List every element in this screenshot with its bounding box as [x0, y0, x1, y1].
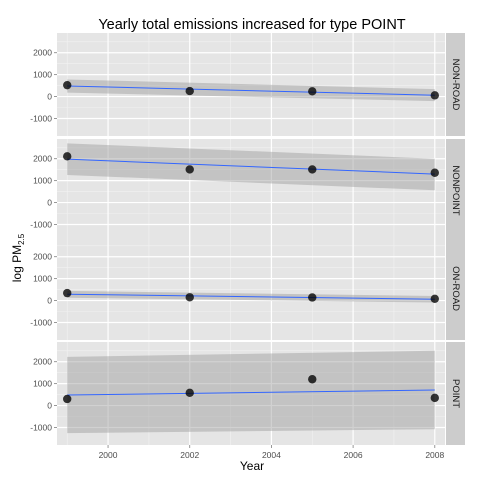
y-tick-label: -1000	[30, 422, 52, 432]
data-point	[430, 393, 439, 403]
data-point	[63, 394, 72, 404]
facet-strip	[446, 33, 465, 136]
facet-strip-label: NONPOINT	[450, 165, 461, 215]
y-tick-label: -1000	[30, 219, 52, 229]
y-tick-label: 2000	[33, 357, 52, 367]
y-axis-title-subscript: 2.5	[17, 233, 26, 245]
facet-strip-label: NON-ROAD	[450, 59, 461, 111]
data-point	[308, 87, 317, 96]
data-point	[308, 165, 317, 174]
y-tick-label: 1000	[33, 176, 52, 186]
y-tick-label: 0	[47, 92, 52, 102]
facet-panel-point: -1000 0 1000 2000 POINT	[30, 342, 465, 445]
facet-strip-label: ON-ROAD	[450, 266, 461, 311]
facet-strip	[446, 237, 465, 340]
facet-strip	[446, 139, 465, 242]
y-tick-label: 0	[47, 401, 52, 411]
y-tick-label: 1000	[33, 379, 52, 389]
data-point	[185, 86, 194, 96]
panel-background	[57, 237, 445, 340]
data-point	[430, 91, 439, 100]
x-tick-label: 2004	[262, 450, 281, 460]
y-tick-label: 1000	[33, 70, 52, 80]
x-tick-label: 2000	[99, 450, 118, 460]
data-point	[63, 288, 72, 298]
data-point	[185, 293, 194, 302]
x-tick-label: 2002	[180, 450, 199, 460]
data-point	[308, 375, 317, 384]
x-axis-title: Year	[240, 459, 264, 473]
data-point	[308, 293, 317, 302]
facet-panel-on-road: -1000 0 1000 2000 ON-ROAD	[30, 237, 465, 340]
chart-title: Yearly total emissions increased for typ…	[98, 17, 405, 33]
fit-line	[67, 389, 435, 396]
fit-line	[67, 85, 435, 96]
y-tick-label: 0	[47, 198, 52, 208]
data-point	[185, 388, 194, 398]
data-point	[430, 294, 439, 303]
confidence-band	[67, 350, 435, 434]
y-axis-title-main: log PM	[10, 245, 24, 282]
data-point	[63, 80, 72, 90]
x-axis: 2000 2002 2004 2006 2008	[99, 445, 445, 460]
facet-strip-label: POINT	[450, 379, 461, 408]
y-tick-label: 2000	[33, 252, 52, 262]
data-point	[185, 165, 194, 174]
facet-panel-nonpoint: -1000 0 1000 2000 NONPOINT	[30, 139, 465, 242]
y-tick-label: -1000	[30, 113, 52, 123]
data-point	[430, 168, 439, 177]
fit-line	[67, 158, 435, 175]
x-tick-label: 2006	[344, 450, 363, 460]
y-tick-label: 1000	[33, 274, 52, 284]
y-tick-label: 0	[47, 296, 52, 306]
data-point	[63, 152, 72, 161]
y-tick-label: 2000	[33, 48, 52, 58]
facet-strip	[446, 342, 465, 445]
y-tick-label: 2000	[33, 154, 52, 164]
facet-panels: -1000 0 1000 2000 NON-ROAD -1000 0 1000 2000 NONP…	[30, 33, 465, 445]
y-axis-title: log PM2.5	[10, 233, 26, 282]
x-tick-label: 2008	[425, 450, 444, 460]
facet-panel-non-road: -1000 0 1000 2000 NON-ROAD	[30, 33, 465, 136]
y-tick-label: -1000	[30, 317, 52, 327]
fit-line	[67, 293, 435, 300]
